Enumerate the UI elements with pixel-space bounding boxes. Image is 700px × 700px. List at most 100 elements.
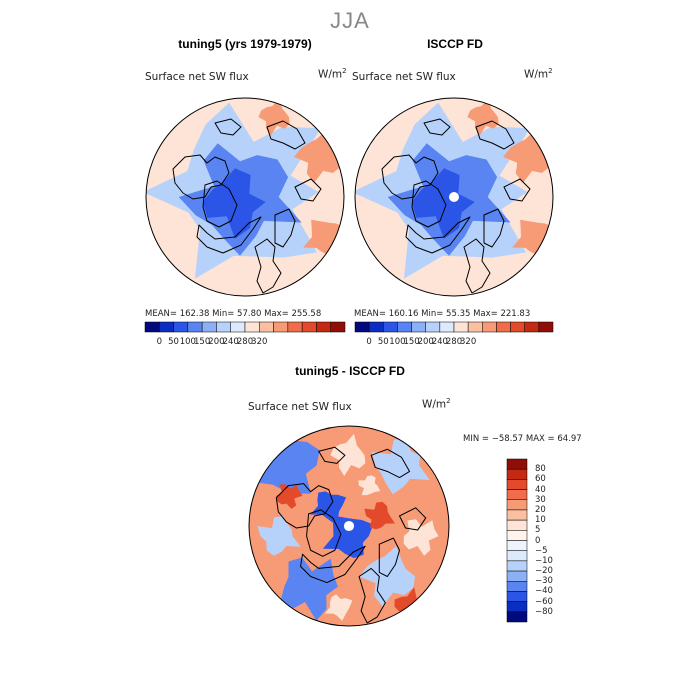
colorbar-swatch (506, 499, 528, 511)
coastline (202, 180, 238, 228)
colorbar-swatch (397, 321, 412, 333)
map-field (280, 557, 338, 621)
colorbar-tick-label: 50 (168, 337, 179, 347)
coastline (370, 448, 411, 479)
coastline (423, 118, 451, 136)
map-border (248, 425, 450, 627)
panel-obs-units: W/m2 (524, 67, 553, 81)
coastline (214, 118, 242, 136)
colorbar-tick-label: 320 (460, 337, 477, 347)
colorbar-swatch (506, 489, 528, 500)
season-title: JJA (330, 8, 370, 33)
colorbar-diff-label: −40 (535, 586, 553, 597)
colorbar-swatch (506, 560, 528, 572)
colorbar-swatch (506, 570, 528, 582)
colorbar-diff-label: −5 (535, 545, 548, 556)
map-diff-polar (248, 425, 450, 627)
map-field (371, 436, 430, 495)
map-field (358, 475, 381, 496)
colorbar-diff-label: 10 (535, 515, 546, 526)
colorbar-swatch (216, 321, 231, 333)
colorbar-swatch (506, 530, 528, 541)
colorbar-diff-label: 5 (535, 525, 541, 536)
panel-title-model: tuning5 (yrs 1979-1979) (178, 37, 312, 51)
colorbar-swatch (524, 321, 540, 333)
colorbar-swatch (273, 321, 289, 333)
panel-obs-stats: MEAN= 160.16 Min= 55.35 Max= 221.83 (354, 309, 531, 319)
colorbar-swatch (159, 321, 174, 333)
diff-panel-variable: Surface net SW flux (248, 401, 352, 413)
colorbar-swatch (506, 458, 528, 470)
coastline (196, 216, 262, 254)
colorbar-tick-label: 50 (377, 337, 389, 347)
panel-obs-variable: Surface net SW flux (352, 71, 456, 83)
colorbar-model-ticks: 0 50 100 150 200 240 280 320 (145, 337, 345, 349)
colorbar-tick-label: 0 (156, 337, 162, 347)
map-model-polar (145, 97, 345, 297)
colorbar-diff-label: 20 (535, 504, 546, 515)
map-field (343, 520, 355, 532)
colorbar-obs-ticks: 0 50 100 150 200 240 280 320 (355, 337, 553, 349)
colorbar-diff-label: 80 (535, 464, 546, 475)
colorbar-obs (354, 321, 554, 333)
colorbar-swatch (244, 321, 260, 333)
colorbar-swatch (368, 321, 384, 333)
colorbar-swatch (144, 321, 160, 333)
coastline (411, 180, 447, 228)
coastline (318, 446, 346, 464)
coastline (398, 507, 427, 531)
colorbar-swatch (496, 321, 511, 333)
colorbar-diff-label: 0 (535, 535, 541, 546)
coastline (378, 537, 401, 578)
colorbar-swatch (506, 601, 528, 613)
colorbar-swatch (510, 321, 525, 333)
coastline (172, 154, 230, 200)
colorbar-swatch (506, 611, 528, 623)
coastline (300, 545, 366, 584)
panel-model-stats: MEAN= 162.38 Min= 57.80 Max= 255.58 (145, 309, 322, 319)
colorbar-tick-label: 150 (403, 337, 420, 347)
colorbar-swatch (506, 540, 528, 551)
colorbar-tick-label: 200 (417, 337, 434, 347)
colorbar-tick-label: 280 (445, 337, 463, 347)
colorbar-swatch (506, 468, 528, 480)
colorbar-swatch (453, 321, 469, 333)
coastline (274, 208, 296, 248)
colorbar-diff-label: 30 (535, 494, 546, 505)
colorbar-swatch (411, 321, 426, 333)
colorbar-swatch (467, 321, 483, 333)
colorbar-tick-label: 200 (208, 337, 225, 347)
colorbar-swatch (506, 519, 528, 531)
colorbar-swatch (330, 321, 346, 333)
coastline (266, 120, 306, 150)
colorbar-swatch (173, 321, 189, 333)
map-field (310, 491, 347, 523)
colorbar-tick-label: 280 (236, 337, 254, 347)
map-field (449, 192, 459, 202)
colorbar-diff-label: −10 (535, 555, 553, 566)
colorbar-tick-label: 100 (389, 337, 406, 347)
map-field (467, 98, 499, 136)
colorbar-swatch (482, 321, 497, 333)
colorbar-swatch (201, 321, 217, 333)
colorbar-diff-label: −80 (535, 606, 553, 617)
colorbar-swatch (230, 321, 246, 333)
map-field (330, 433, 366, 477)
colorbar-swatch (439, 321, 455, 333)
diff-panel-title: tuning5 - ISCCP FD (295, 364, 405, 378)
colorbar-diff-label: −30 (535, 576, 553, 587)
coastline (503, 178, 531, 202)
colorbar-tick-label: 320 (251, 337, 268, 347)
colorbar-diff-labels: 80 60 40 30 20 10 5 0 −5 −10 −20 −30 −40 −60 −80 (535, 459, 575, 622)
diff-panel-stats: MIN = −58.57 MAX = 64.97 (463, 434, 582, 444)
colorbar-diff-label: 60 (535, 474, 546, 485)
coastline (358, 567, 386, 624)
colorbar-diff-label: −60 (535, 596, 553, 607)
colorbar-diff-label: 40 (535, 484, 546, 495)
colorbar-swatch (354, 321, 370, 333)
map-field (258, 98, 290, 136)
colorbar-tick-label: 240 (431, 337, 448, 347)
colorbar-tick-label: 100 (179, 337, 196, 347)
coastline (463, 238, 491, 294)
colorbar-swatch (506, 581, 528, 592)
